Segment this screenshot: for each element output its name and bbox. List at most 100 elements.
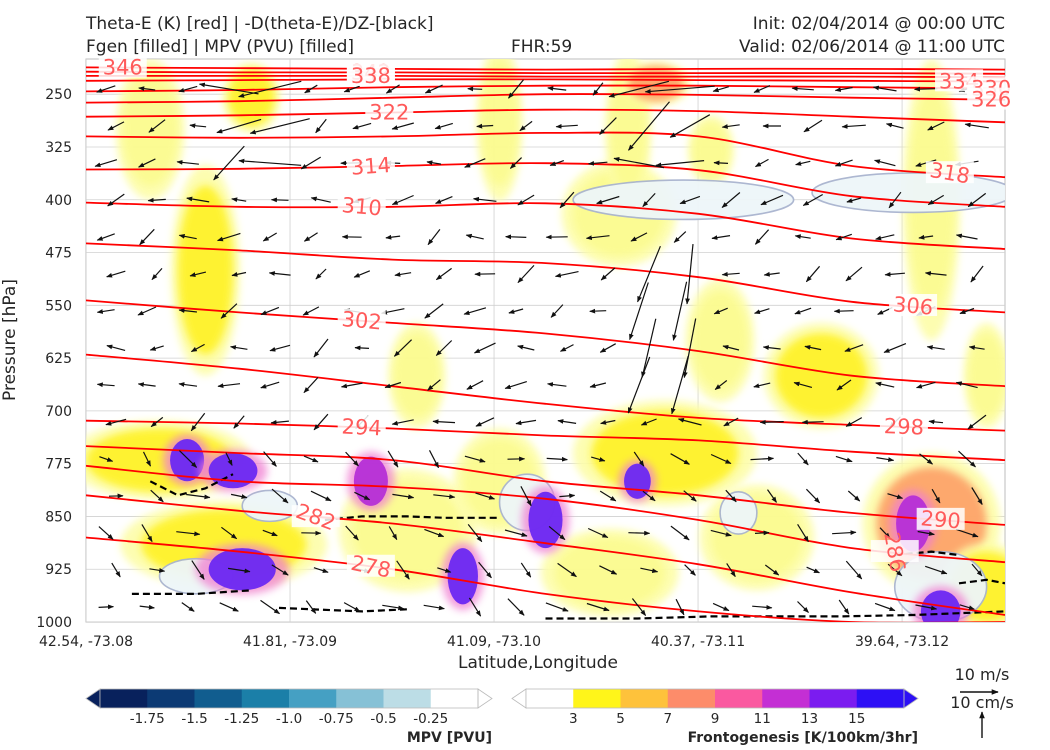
mpv-negative-region bbox=[572, 179, 795, 221]
x-tick-label: 41.81, -73.09 bbox=[243, 634, 337, 650]
wind-vector bbox=[753, 382, 771, 389]
wind-vector bbox=[805, 488, 821, 504]
colorbar-segment bbox=[715, 689, 763, 708]
colorbar-segment bbox=[667, 689, 716, 708]
stability-contour bbox=[131, 589, 252, 595]
wind-vector bbox=[630, 232, 648, 242]
fgen-blob-core bbox=[393, 333, 440, 418]
theta-e-label: 290 bbox=[920, 506, 962, 533]
wind-vector bbox=[186, 196, 210, 203]
wind-vector bbox=[139, 604, 155, 610]
wind-vector bbox=[750, 456, 775, 462]
theta-e-label: 310 bbox=[341, 193, 383, 220]
wind-vector bbox=[150, 416, 164, 428]
wind-vector bbox=[178, 233, 197, 240]
wind-vector bbox=[198, 82, 259, 95]
wind-vector bbox=[467, 86, 483, 92]
wind-vector bbox=[435, 196, 453, 204]
wind-vector bbox=[596, 195, 620, 205]
wind-vector bbox=[797, 523, 809, 543]
wind-vector bbox=[305, 600, 317, 614]
wind-vector bbox=[313, 567, 329, 573]
wind-vector bbox=[673, 231, 687, 243]
wind-vector bbox=[797, 452, 809, 466]
wind-vector bbox=[464, 455, 486, 463]
wind-vector bbox=[520, 486, 532, 507]
wind-vector bbox=[670, 356, 689, 415]
wind-vector bbox=[637, 245, 661, 303]
wind-vector bbox=[385, 84, 400, 94]
wind-vector bbox=[794, 307, 812, 315]
wind-vector bbox=[217, 383, 241, 389]
theta-e-contour bbox=[86, 108, 1005, 124]
wind-vector bbox=[918, 234, 934, 240]
theta-e-contour bbox=[86, 464, 1005, 564]
wind-vector bbox=[473, 342, 496, 354]
x-tick-label: 42.54, -73.08 bbox=[39, 634, 133, 650]
wind-vector bbox=[591, 456, 606, 462]
wind-vector bbox=[559, 191, 575, 209]
colorbar-segment bbox=[336, 689, 384, 708]
wind-vector bbox=[505, 234, 527, 240]
wind-vector bbox=[793, 381, 813, 388]
mpv-core bbox=[528, 491, 563, 549]
wind-vector bbox=[396, 560, 410, 580]
colorbar-frame bbox=[99, 688, 479, 709]
wind-vector bbox=[107, 121, 125, 131]
wind-vector bbox=[753, 85, 771, 93]
wind-vector bbox=[600, 419, 616, 425]
wind-vector bbox=[354, 345, 370, 351]
wind-vector bbox=[713, 307, 728, 315]
wind-vector bbox=[672, 281, 688, 341]
theta-e-label-bg bbox=[346, 63, 395, 86]
wind-vector bbox=[679, 195, 701, 205]
colorbar-segment bbox=[526, 689, 574, 708]
colorbar-tick-label: 9 bbox=[711, 711, 720, 727]
theta-e-contour bbox=[86, 419, 1005, 461]
wind-vector bbox=[478, 561, 492, 579]
wind-vector bbox=[642, 192, 656, 208]
wind-vector bbox=[189, 123, 207, 129]
wind-vector bbox=[640, 418, 657, 426]
mpv-core bbox=[353, 456, 388, 506]
wind-vector bbox=[345, 451, 359, 467]
theta-e-label-bg bbox=[879, 414, 928, 437]
wind-vector bbox=[191, 560, 205, 580]
wind-vector bbox=[713, 160, 729, 166]
wind-vector bbox=[885, 122, 904, 129]
wind-vector bbox=[955, 528, 979, 538]
colorbar-fgen-label: Frontogenesis [K/100km/3hr] bbox=[688, 730, 918, 746]
wind-vector bbox=[872, 85, 897, 92]
wind-vector bbox=[190, 343, 205, 353]
wind-vector bbox=[835, 455, 853, 463]
wind-vector bbox=[432, 419, 456, 425]
theta-e-label-bg bbox=[337, 308, 386, 331]
wind-vector bbox=[559, 344, 574, 352]
y-axis-label: Pressure [hPa] bbox=[0, 279, 20, 401]
y-tick-label: 325 bbox=[45, 140, 72, 156]
wind-vector bbox=[313, 413, 329, 431]
wind-vector bbox=[507, 598, 525, 616]
colorbar-frontogenesis: 3 5 7 9 11 13 15 bbox=[511, 688, 919, 727]
colorbar-segment bbox=[762, 689, 810, 708]
theta-e-contour bbox=[86, 494, 1005, 616]
stability-contour bbox=[149, 473, 234, 497]
fgen-blob-core bbox=[481, 59, 518, 186]
wind-vector bbox=[958, 450, 976, 468]
wind-vector bbox=[238, 158, 302, 166]
wind-vector bbox=[466, 380, 484, 390]
wind-vector bbox=[391, 419, 414, 426]
wind-vector bbox=[554, 271, 579, 278]
wind-vector bbox=[874, 602, 896, 612]
wind-vector bbox=[343, 85, 360, 93]
wind-vector bbox=[931, 488, 941, 504]
wind-vector bbox=[508, 308, 524, 314]
colorbar-extend-min bbox=[511, 688, 527, 709]
wind-vector bbox=[916, 381, 936, 389]
y-tick-label: 925 bbox=[45, 562, 72, 578]
theta-e-label-bg bbox=[916, 507, 965, 530]
forecast-hour: FHR:59 bbox=[511, 37, 573, 57]
wind-vector bbox=[463, 307, 487, 315]
mpv-negative-region bbox=[811, 172, 1005, 214]
